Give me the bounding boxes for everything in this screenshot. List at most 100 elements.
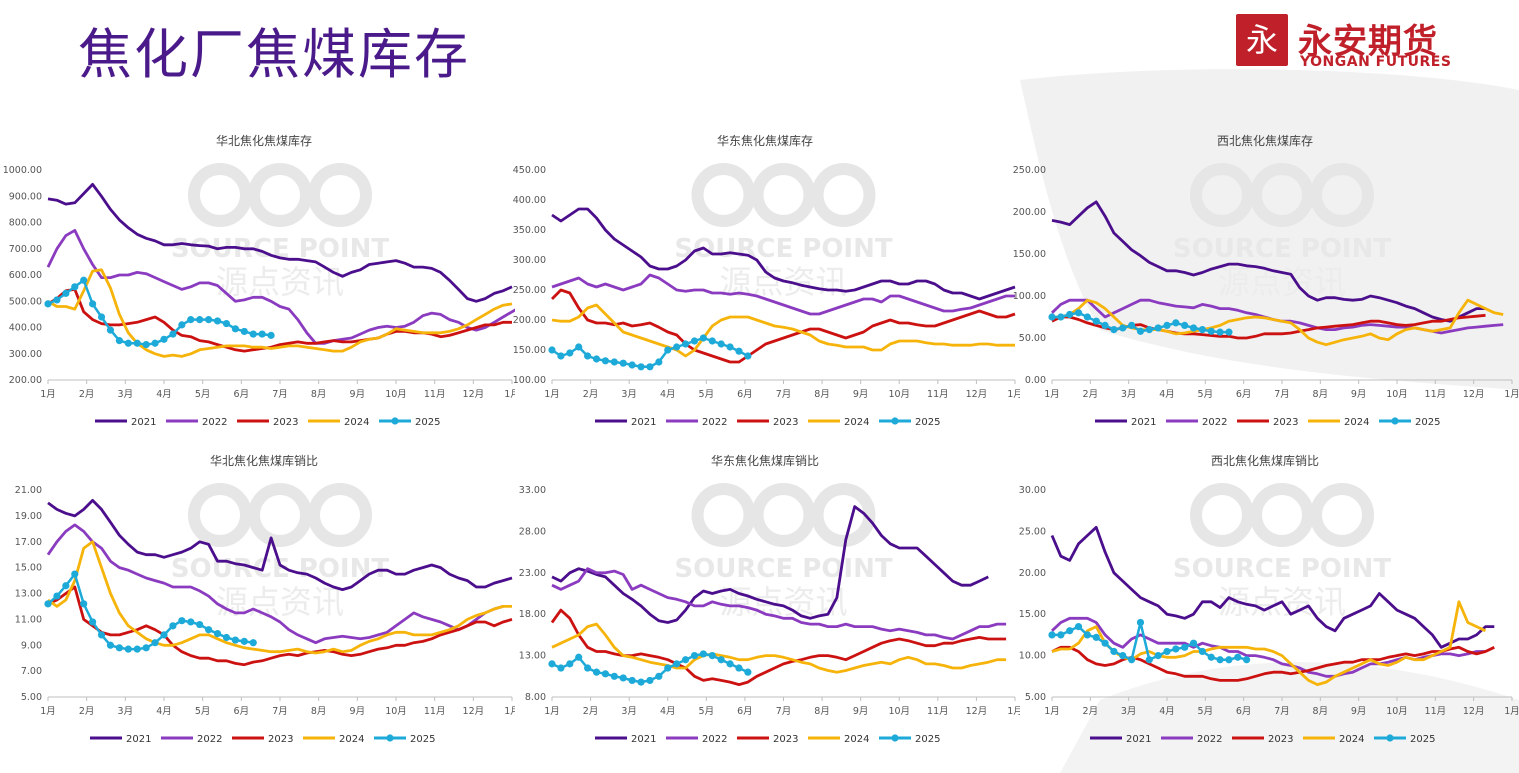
data-point-2025 (222, 319, 231, 328)
y-tick-label: 10.00 (1019, 651, 1046, 662)
legend-label: 2021 (1131, 417, 1156, 428)
data-point-2025 (1119, 652, 1127, 660)
data-point-2025 (53, 592, 61, 600)
legend-label: 2022 (1197, 734, 1222, 745)
data-point-2025 (744, 668, 752, 676)
y-tick-label: 600.00 (9, 270, 42, 281)
data-point-2025 (1234, 653, 1242, 661)
data-point-2025 (1092, 633, 1100, 641)
legend-label: 2021 (631, 734, 656, 745)
data-point-2025 (735, 664, 743, 672)
x-tick-label: 11月 (927, 389, 949, 400)
legend-item-2021: 2021 (1095, 417, 1156, 428)
y-tick-label: 13.00 (519, 651, 546, 662)
y-tick-label: 200.00 (1013, 207, 1046, 218)
y-tick-label: 50.00 (1019, 333, 1046, 344)
data-point-2025 (213, 317, 222, 325)
y-tick-label: 33.00 (519, 485, 546, 496)
data-point-2025 (1225, 656, 1233, 664)
y-tick-label: 8.00 (525, 692, 546, 703)
data-point-2025 (178, 617, 186, 625)
data-point-2025 (205, 316, 213, 324)
data-point-2025 (1128, 656, 1136, 664)
data-point-2025 (151, 339, 159, 347)
data-point-2025 (124, 645, 132, 653)
chart-title: 华北焦化焦煤库销比 (210, 453, 318, 468)
data-point-2025 (53, 296, 61, 304)
watermark-ring (691, 163, 756, 227)
watermark-ring (1250, 163, 1314, 227)
x-tick-label: 6月 (737, 706, 753, 717)
legend-label: 2022 (197, 734, 222, 745)
data-point-2025 (97, 313, 106, 321)
legend-item-2022: 2022 (161, 734, 222, 745)
x-tick-label: 6月 (1236, 706, 1252, 717)
legend-label: 2024 (844, 734, 869, 745)
x-tick-label: 3月 (1121, 389, 1137, 400)
y-tick-label: 100.00 (1013, 291, 1046, 302)
data-point-2025 (1172, 319, 1180, 327)
legend-label: 2021 (126, 734, 151, 745)
series-line-2021 (551, 207, 1016, 301)
x-tick-label: 3月 (118, 389, 134, 400)
logo-mark: 永 (1236, 14, 1288, 66)
y-tick-label: 150.00 (513, 345, 546, 356)
data-point-2025 (1136, 618, 1145, 627)
x-tick-label: 4月 (156, 389, 172, 400)
data-point-2025 (1048, 313, 1056, 321)
legend-label: 2024 (344, 417, 369, 428)
data-point-2025 (196, 620, 204, 629)
data-point-2025 (1074, 623, 1083, 631)
data-point-2025 (133, 339, 141, 347)
data-point-2025 (1172, 645, 1180, 653)
y-tick-label: 5.00 (21, 692, 42, 703)
legend-label: 2024 (1339, 734, 1364, 745)
data-point-2025 (548, 346, 556, 354)
data-point-2025 (601, 357, 610, 365)
watermark-ring (1250, 483, 1314, 547)
data-point-2025 (664, 346, 672, 354)
data-point-2025 (1216, 656, 1224, 664)
y-tick-label: 300.00 (513, 255, 546, 266)
x-tick-label: 6月 (737, 389, 753, 400)
watermark-text-cn: 源点资讯 (216, 263, 344, 301)
legend-item-2022: 2022 (1161, 734, 1222, 745)
data-point-2025 (124, 339, 132, 347)
x-tick-label: 7月 (1274, 389, 1290, 400)
data-point-2025 (1101, 321, 1109, 329)
data-point-2025 (1154, 324, 1162, 332)
legend-item-2023: 2023 (237, 417, 298, 428)
data-point-2025 (89, 618, 97, 626)
data-point-2025 (133, 645, 141, 653)
data-point-2025 (213, 630, 222, 638)
data-point-2025 (655, 672, 663, 680)
watermark-ring (248, 163, 312, 227)
y-tick-label: 450.00 (513, 165, 546, 176)
legend-item-2023: 2023 (1237, 417, 1298, 428)
y-tick-label: 28.00 (519, 526, 546, 537)
series-line-2022 (551, 567, 1007, 641)
series-line-2022 (46, 523, 504, 645)
data-point-2025 (628, 361, 636, 369)
data-point-2025 (258, 330, 266, 338)
data-point-2025 (735, 347, 743, 355)
series-line-2021 (47, 183, 513, 303)
legend-item-2025: 2025 (879, 417, 940, 428)
data-point-2025 (89, 300, 97, 308)
data-point-2025 (673, 343, 681, 351)
data-point-2025 (619, 359, 627, 367)
data-point-2025 (1163, 647, 1171, 656)
y-tick-label: 1000.00 (3, 165, 42, 176)
x-tick-label: 12月 (966, 706, 988, 717)
x-tick-label: 9月 (1351, 389, 1367, 400)
y-tick-label: 18.00 (519, 609, 546, 620)
data-point-2025 (267, 331, 275, 339)
legend-label: 2024 (844, 417, 869, 428)
